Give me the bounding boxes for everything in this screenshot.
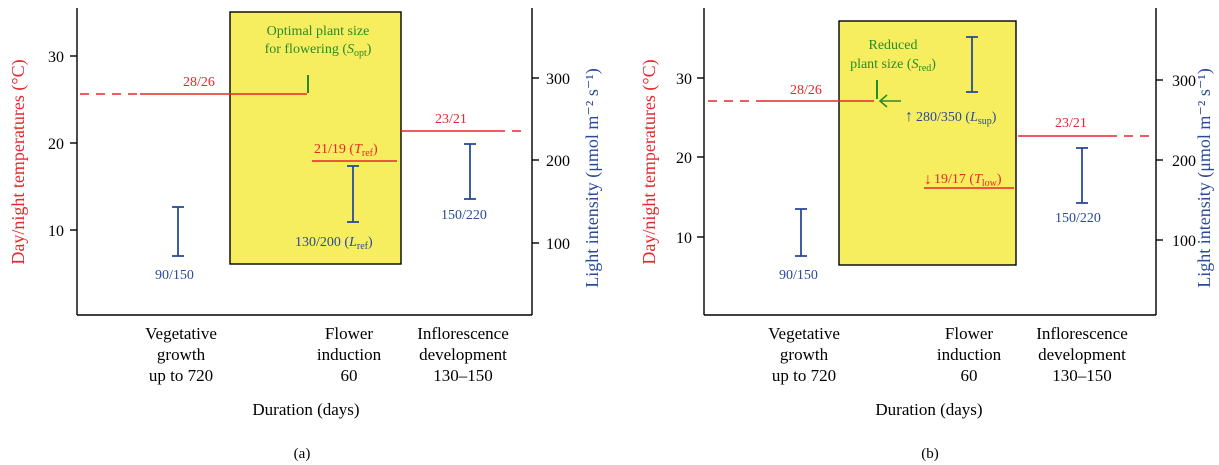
- left-tick-label: 20: [676, 150, 692, 167]
- left-tick-label: 10: [48, 223, 64, 240]
- phase-labels: Vegetative growth up to 720 Flower induc…: [145, 324, 509, 385]
- up-arrow-icon: ↑: [905, 108, 913, 125]
- phase-induction-l2: induction: [317, 345, 382, 364]
- right-tick-label: 100: [546, 236, 570, 253]
- temp-label-vegetative: 28/26: [183, 75, 215, 90]
- light-label-inflorescence: 150/220: [1055, 211, 1101, 226]
- right-tick-label: 300: [546, 71, 570, 88]
- temp-label-inflorescence: 23/21: [435, 112, 467, 127]
- phase-induction-l3: 60: [961, 366, 978, 385]
- light-label-inflorescence: 150/220: [441, 208, 487, 223]
- phase-inflorescence-l2: development: [1038, 345, 1126, 364]
- light-bar-induction: [347, 165, 359, 223]
- x-axis-label: Duration (days): [875, 400, 982, 419]
- phase-induction-l3: 60: [341, 366, 358, 385]
- phase-induction-l1: Flower: [325, 324, 374, 343]
- phase-vegetative-l2: growth: [780, 345, 829, 364]
- right-tick-label: 100: [1172, 233, 1196, 250]
- right-tick-label: 300: [1172, 73, 1196, 90]
- phase-inflorescence-l3: 130–150: [433, 366, 493, 385]
- panel-a: 30 20 10 300 200 100 Day/night temperatu…: [8, 8, 603, 462]
- phase-vegetative-l1: Vegetative: [145, 324, 217, 343]
- plant-size-note-line2: for flowering (Sopt): [265, 42, 372, 59]
- phase-inflorescence-l1: Inflorescence: [1036, 324, 1128, 343]
- phase-inflorescence-l2: development: [419, 345, 507, 364]
- temperature-lines: [80, 93, 527, 162]
- left-tick-label: 20: [48, 136, 64, 153]
- phase-vegetative-l3: up to 720: [149, 366, 213, 385]
- flower-induction-box: [229, 11, 402, 265]
- flower-induction-box: [838, 20, 1017, 266]
- phase-induction-l2: induction: [937, 345, 1002, 364]
- phase-vegetative-l1: Vegetative: [768, 324, 840, 343]
- light-bar-vegetative: [172, 206, 184, 257]
- phase-vegetative-l2: growth: [157, 345, 206, 364]
- right-tick-label: 200: [1172, 153, 1196, 170]
- plant-size-note-line2: plant size (Sred): [850, 57, 936, 74]
- phase-inflorescence-l3: 130–150: [1052, 366, 1112, 385]
- x-axis-label: Duration (days): [252, 400, 359, 419]
- phase-inflorescence-l1: Inflorescence: [417, 324, 509, 343]
- left-axis-label: Day/night temperatures (°C): [639, 59, 660, 264]
- light-bar-induction: [966, 36, 978, 93]
- left-axis-label: Day/night temperatures (°C): [8, 59, 29, 264]
- left-tick-label: 10: [676, 230, 692, 247]
- temp-label-inflorescence: 23/21: [1055, 116, 1087, 131]
- panel-label: (b): [921, 446, 939, 462]
- phase-induction-l1: Flower: [945, 324, 994, 343]
- light-bar-vegetative: [795, 208, 807, 257]
- light-label-induction: 130/200 (Lref): [295, 235, 373, 252]
- right-axis-label: Light intensity (μmol m⁻² s⁻¹): [1194, 68, 1215, 287]
- panel-b: 30 20 10 300 200 100 Day/night temperatu…: [639, 8, 1215, 462]
- light-bars: [795, 36, 1088, 257]
- left-arrow-icon: [878, 94, 901, 108]
- temperature-lines: [708, 100, 1150, 189]
- left-tick-label: 30: [48, 49, 64, 66]
- right-tick-label: 200: [546, 153, 570, 170]
- light-bars: [172, 143, 476, 257]
- left-tick-label: 30: [676, 71, 692, 88]
- panel-label: (a): [294, 446, 311, 462]
- right-axis-label: Light intensity (μmol m⁻² s⁻¹): [582, 68, 603, 287]
- light-bar-inflorescence: [464, 143, 476, 200]
- temp-label-induction: 21/19 (Tref): [314, 142, 378, 159]
- light-label-vegetative: 90/150: [155, 268, 194, 283]
- light-label-vegetative: 90/150: [779, 268, 818, 283]
- right-ticks: 300 200 100: [1156, 73, 1196, 250]
- temp-label-vegetative: 28/26: [790, 83, 822, 98]
- left-ticks: 30 20 10: [676, 71, 704, 247]
- down-arrow-icon: ↓: [924, 171, 932, 188]
- plant-size-note-line1: Optimal plant size: [267, 24, 370, 39]
- plant-size-note-line1: Reduced: [869, 38, 918, 53]
- light-bar-inflorescence: [1076, 147, 1088, 204]
- temp-label-induction: 19/17 (Tlow): [934, 172, 1002, 189]
- phase-vegetative-l3: up to 720: [772, 366, 836, 385]
- light-label-induction: 280/350 (Lsup): [916, 110, 997, 127]
- phase-labels: Vegetative growth up to 720 Flower induc…: [768, 324, 1128, 385]
- left-ticks: 30 20 10: [48, 49, 77, 240]
- right-ticks: 300 200 100: [532, 71, 570, 253]
